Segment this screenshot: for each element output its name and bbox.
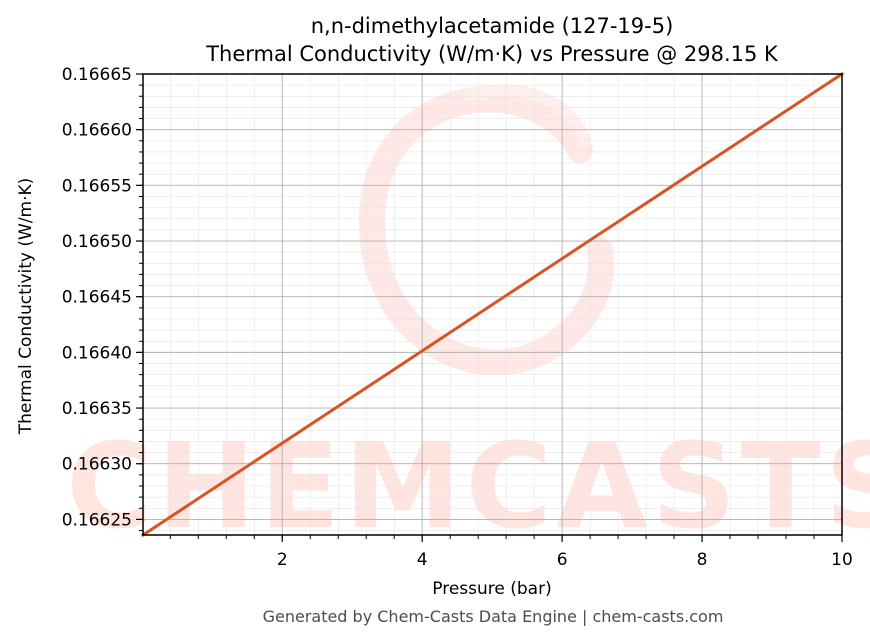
footer-credit: Generated by Chem-Casts Data Engine | ch…	[262, 607, 724, 626]
y-tick-label: 0.16635	[62, 399, 132, 419]
y-tick-label: 0.16625	[62, 510, 132, 530]
y-axis-label: Thermal Conductivity (W/m·K)	[16, 178, 36, 436]
y-tick-label: 0.16665	[62, 65, 132, 85]
x-tick-label: 2	[277, 550, 288, 570]
series-line	[140, 71, 845, 538]
y-tick-label: 0.16650	[62, 232, 132, 252]
y-axis: 0.16625 0.16630 0.16635 0.16640 0.16645 0.166…	[62, 65, 143, 532]
x-tick-label: 8	[697, 550, 708, 570]
plot-frame	[142, 73, 843, 536]
x-tick-label: 6	[557, 550, 568, 570]
y-tick-label: 0.16640	[62, 343, 132, 363]
chart-subtitle: Thermal Conductivity (W/m·K) vs Pressure…	[205, 42, 779, 66]
x-axis-label: Pressure (bar)	[432, 579, 551, 599]
y-tick-label: 0.16645	[62, 288, 132, 308]
x-tick-label: 10	[831, 550, 853, 570]
series-layer	[140, 71, 845, 538]
y-tick-label: 0.16655	[62, 176, 132, 196]
x-axis: 2 4 6 8 10	[169, 535, 853, 570]
chart-title: n,n-dimethylacetamide (127-19-5)	[311, 14, 674, 38]
x-tick-label: 4	[417, 550, 428, 570]
y-tick-label: 0.16660	[62, 121, 132, 141]
y-tick-label: 0.16630	[62, 455, 132, 475]
